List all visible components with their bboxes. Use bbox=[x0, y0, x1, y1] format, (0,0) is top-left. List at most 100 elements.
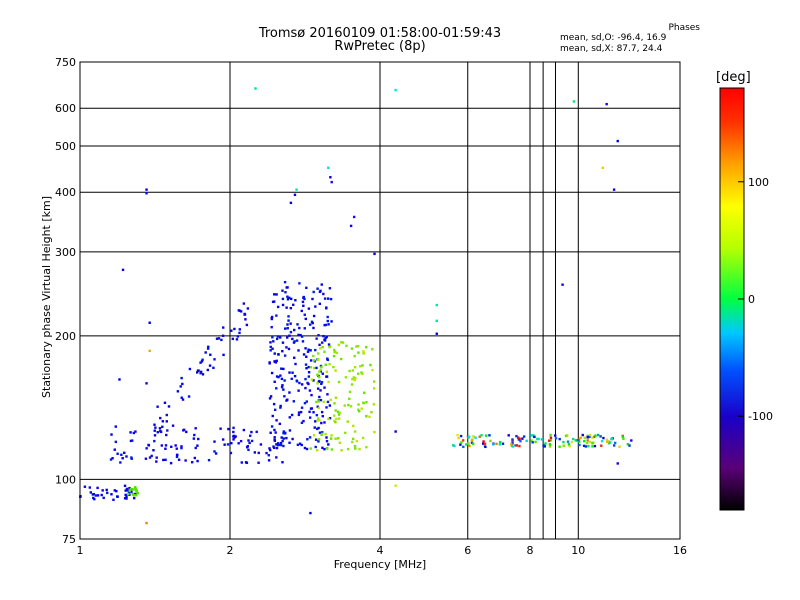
data-point bbox=[361, 364, 364, 367]
data-point bbox=[233, 436, 236, 439]
data-point bbox=[304, 347, 307, 350]
data-point bbox=[286, 298, 290, 301]
data-point bbox=[346, 420, 349, 423]
data-point bbox=[159, 416, 162, 420]
data-point bbox=[373, 380, 376, 383]
data-point bbox=[301, 300, 305, 304]
data-point bbox=[602, 436, 605, 440]
data-point bbox=[237, 442, 240, 445]
data-point bbox=[317, 380, 321, 383]
data-point bbox=[350, 383, 354, 386]
data-point bbox=[309, 359, 313, 362]
data-point bbox=[238, 331, 241, 335]
data-point bbox=[332, 354, 336, 358]
data-point bbox=[318, 431, 322, 434]
data-point bbox=[322, 334, 325, 338]
data-point bbox=[246, 445, 250, 448]
data-point bbox=[307, 307, 311, 310]
data-point-sparse bbox=[435, 319, 438, 323]
data-point bbox=[300, 443, 303, 447]
data-point bbox=[188, 367, 192, 371]
data-point bbox=[317, 406, 320, 410]
data-point bbox=[197, 437, 200, 441]
data-point bbox=[333, 402, 336, 405]
data-point bbox=[462, 445, 465, 449]
data-point bbox=[340, 449, 343, 452]
data-point bbox=[337, 417, 341, 420]
data-point bbox=[277, 353, 280, 356]
data-point bbox=[515, 444, 519, 447]
data-point bbox=[318, 302, 322, 306]
data-point bbox=[317, 375, 321, 379]
data-point bbox=[275, 387, 278, 390]
data-point-sparse bbox=[254, 87, 257, 90]
data-point bbox=[324, 363, 327, 367]
data-point bbox=[484, 445, 487, 449]
data-point bbox=[320, 421, 323, 425]
y-tick-label: 600 bbox=[55, 102, 76, 115]
data-point bbox=[353, 444, 357, 448]
data-point bbox=[314, 438, 318, 441]
data-point bbox=[313, 366, 316, 370]
data-point bbox=[321, 414, 324, 418]
scatter-points bbox=[79, 87, 633, 525]
data-point bbox=[484, 434, 488, 437]
data-point bbox=[270, 315, 274, 319]
data-point bbox=[307, 348, 310, 351]
data-point bbox=[328, 404, 332, 407]
data-point bbox=[344, 376, 348, 379]
data-point bbox=[167, 405, 171, 408]
data-point bbox=[311, 297, 314, 301]
data-point bbox=[334, 409, 337, 412]
data-point bbox=[586, 434, 589, 438]
data-point bbox=[592, 435, 596, 439]
data-point bbox=[498, 440, 502, 444]
data-point-sparse bbox=[616, 462, 619, 465]
data-point-sparse bbox=[612, 188, 616, 191]
data-point bbox=[353, 366, 357, 369]
data-point bbox=[288, 334, 291, 337]
data-point bbox=[323, 350, 326, 354]
data-point bbox=[327, 323, 330, 326]
data-point bbox=[319, 347, 322, 350]
data-point bbox=[320, 365, 323, 369]
data-point bbox=[333, 348, 336, 352]
data-point bbox=[316, 287, 319, 290]
data-point bbox=[319, 389, 322, 392]
data-point bbox=[600, 439, 604, 443]
data-point bbox=[273, 380, 276, 384]
data-point bbox=[349, 405, 353, 408]
data-point bbox=[275, 293, 278, 296]
data-point bbox=[135, 489, 138, 493]
x-tick-label: 10 bbox=[571, 544, 585, 557]
data-point bbox=[300, 406, 304, 409]
data-point bbox=[174, 444, 177, 447]
data-point bbox=[96, 486, 99, 490]
data-point bbox=[343, 404, 346, 407]
data-point bbox=[268, 397, 272, 400]
data-point bbox=[329, 398, 332, 402]
data-point bbox=[147, 443, 150, 447]
data-point bbox=[192, 437, 196, 440]
data-point bbox=[285, 346, 288, 349]
data-point bbox=[330, 320, 333, 323]
data-point bbox=[307, 371, 311, 374]
data-point bbox=[181, 398, 185, 401]
data-point bbox=[341, 341, 345, 344]
data-point bbox=[272, 445, 275, 448]
data-point bbox=[320, 433, 323, 436]
data-point bbox=[337, 437, 340, 440]
data-point bbox=[109, 458, 113, 461]
data-point bbox=[303, 401, 307, 405]
data-point bbox=[222, 326, 225, 329]
data-point bbox=[312, 434, 316, 437]
data-point bbox=[238, 328, 242, 331]
data-point bbox=[220, 338, 223, 342]
data-point bbox=[279, 404, 282, 408]
data-point-sparse bbox=[561, 283, 564, 286]
data-point bbox=[286, 295, 289, 298]
data-point bbox=[274, 431, 277, 434]
data-point bbox=[348, 397, 351, 401]
data-point bbox=[334, 420, 337, 424]
data-point bbox=[272, 340, 275, 343]
